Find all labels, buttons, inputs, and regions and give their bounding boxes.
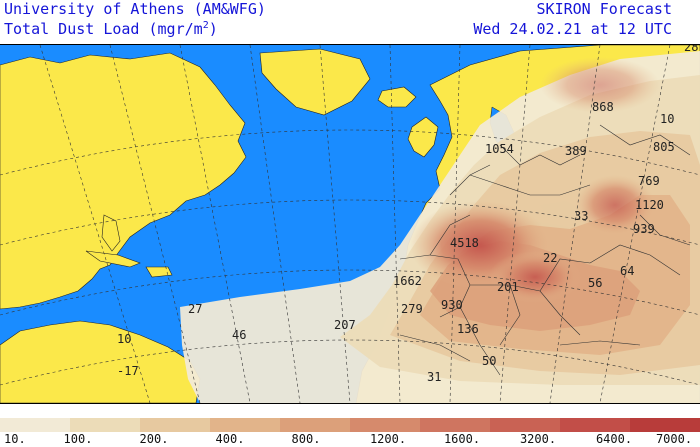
contour-label: 22 <box>543 251 557 265</box>
contour-label: 46 <box>232 328 246 342</box>
land-british-isles <box>407 116 439 158</box>
contour-label: 939 <box>633 222 655 236</box>
scale-label: 6400. <box>595 432 633 446</box>
contour-label: 930 <box>441 298 463 312</box>
country-borders <box>399 124 691 376</box>
scale-label: 1600. <box>443 432 481 446</box>
color-swatch <box>420 418 490 432</box>
header-model-name: SKIRON Forecast <box>536 0 672 18</box>
contour-label: 28 <box>684 45 698 54</box>
color-swatch <box>140 418 210 432</box>
scale-label: 100. <box>63 432 93 446</box>
scale-label: 400. <box>215 432 245 446</box>
header-product-title: Total Dust Load (mgr/m2) <box>4 20 218 41</box>
contour-label: 389 <box>565 144 587 158</box>
dust-core-arabia <box>575 175 655 235</box>
contour-label: 64 <box>620 264 634 278</box>
contour-label: 1054 <box>485 142 514 156</box>
color-swatch <box>490 418 560 432</box>
land-north-america <box>0 52 247 310</box>
color-swatch <box>630 418 700 432</box>
land-hispaniola <box>145 266 173 278</box>
dust-load-shading <box>180 51 700 403</box>
header-organization: University of Athens (AM&WFG) <box>4 0 266 18</box>
contour-label: 1120 <box>635 198 664 212</box>
color-swatch <box>560 418 630 432</box>
contour-label: 136 <box>457 322 479 336</box>
color-scale-bar <box>0 418 700 432</box>
contour-labels: 868 10 1054 389 805 769 1120 33 939 4518… <box>117 45 698 384</box>
product-title-superscript: 2 <box>202 20 209 31</box>
color-swatch <box>70 418 140 432</box>
contour-label: 31 <box>427 370 441 384</box>
header-valid-time: Wed 24.02.21 at 12 UTC <box>473 20 672 38</box>
contour-label: 56 <box>588 276 602 290</box>
contour-label: 1662 <box>393 274 422 288</box>
contour-label: 4518 <box>450 236 479 250</box>
dust-core-libya <box>489 251 581 303</box>
contour-label: 27 <box>188 302 202 316</box>
dust-core-east <box>540 57 660 113</box>
product-title-text: Total Dust Load (mgr/m <box>4 20 203 38</box>
color-swatch <box>350 418 420 432</box>
scale-label: 200. <box>139 432 169 446</box>
contour-label: 201 <box>497 280 519 294</box>
land-greenland <box>259 48 371 116</box>
color-swatch <box>0 418 70 432</box>
land-iceland <box>377 86 417 108</box>
contour-label: 10 <box>117 332 131 346</box>
scale-label: 1200. <box>369 432 407 446</box>
scale-label: 800. <box>291 432 321 446</box>
contour-label: 50 <box>482 354 496 368</box>
contour-label: 805 <box>653 140 675 154</box>
scale-label: 7000. <box>655 432 693 446</box>
lat-lon-graticule <box>0 45 700 403</box>
color-scale-labels: 10. 100. 200. 400. 800. 1200. 1600. 3200… <box>0 432 700 447</box>
dust-load-map: 868 10 1054 389 805 769 1120 33 939 4518… <box>0 44 700 404</box>
contour-label: 868 <box>592 100 614 114</box>
land-florida <box>101 214 121 252</box>
contour-label: 207 <box>334 318 356 332</box>
scale-label: 10. <box>4 432 26 446</box>
contour-label: 769 <box>638 174 660 188</box>
contour-label: 10 <box>660 112 674 126</box>
scale-label: 3200. <box>519 432 557 446</box>
product-title-suffix: ) <box>208 20 218 38</box>
contour-label: 279 <box>401 302 423 316</box>
color-swatch <box>210 418 280 432</box>
land-cuba <box>85 250 141 268</box>
contour-label: 33 <box>574 209 588 223</box>
contour-label: -17 <box>117 364 139 378</box>
land-south-america <box>0 320 201 403</box>
color-swatch <box>280 418 350 432</box>
